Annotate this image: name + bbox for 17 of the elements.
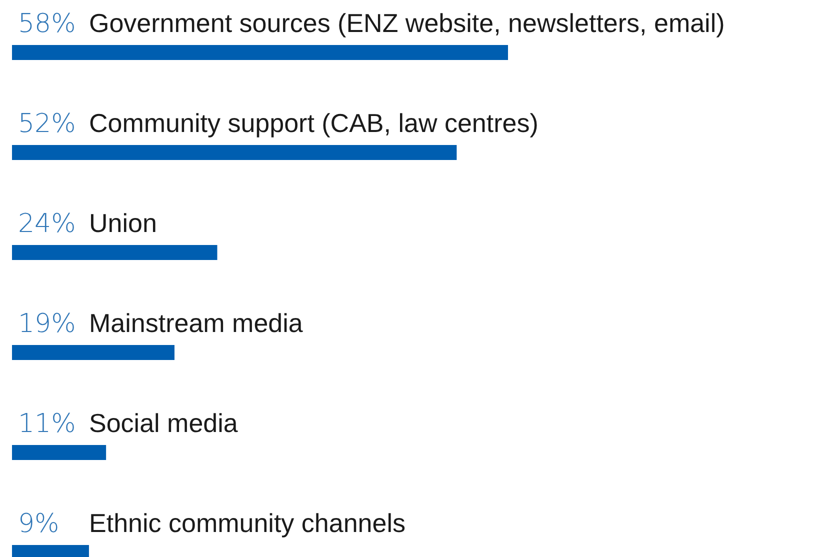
y-tick-label: Government sources (ENZ website, newsletters, email) [89, 8, 725, 38]
bar [12, 345, 174, 360]
data-label: 19% [18, 309, 76, 339]
bar [12, 245, 218, 260]
y-tick-label: Ethnic community channels [89, 508, 406, 538]
y-tick-label: Mainstream media [89, 308, 304, 338]
y-tick-label: Community support (CAB, law centres) [89, 108, 538, 138]
bar [12, 145, 457, 160]
y-tick-label: Union [89, 208, 157, 238]
data-label: 24% [18, 209, 76, 239]
y-tick-label: Social media [89, 408, 238, 438]
data-label: 58% [18, 9, 76, 39]
bar [12, 45, 508, 60]
data-label: 9% [18, 509, 60, 539]
data-label: 11% [18, 409, 76, 439]
bar [12, 445, 106, 460]
data-label: 52% [18, 109, 76, 139]
